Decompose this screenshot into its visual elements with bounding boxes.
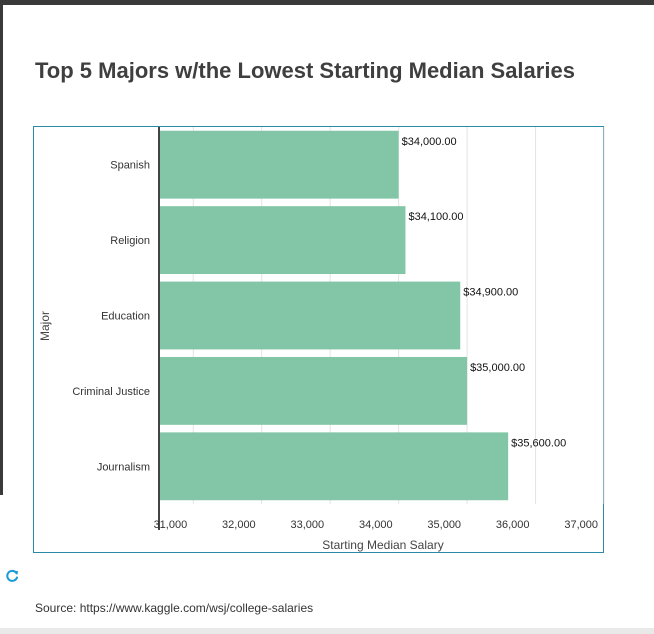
bar	[160, 130, 399, 199]
x-tick-label: 31,000	[154, 519, 188, 531]
top-border	[0, 0, 654, 5]
data-label: $35,600.00	[511, 437, 566, 449]
data-label: $34,900.00	[463, 287, 518, 299]
x-axis-title: Starting Median Salary	[322, 538, 443, 552]
x-tick-label: 37,000	[564, 519, 598, 531]
bar	[160, 206, 406, 275]
data-label: $34,000.00	[402, 136, 457, 148]
bar-chart: $34,000.00 Spanish $34,100.00 Religion $34,9…	[38, 127, 605, 552]
bottom-band	[0, 628, 654, 634]
data-label: $34,100.00	[408, 211, 463, 223]
bar	[160, 281, 461, 350]
x-tick-label: 36,000	[496, 519, 530, 531]
x-tick-label: 33,000	[290, 519, 324, 531]
category-label: Religion	[110, 235, 150, 247]
chart-title: Top 5 Majors w/the Lowest Starting Media…	[35, 58, 575, 83]
left-border	[0, 0, 3, 495]
chart-frame: $34,000.00 Spanish $34,100.00 Religion $34,9…	[33, 126, 605, 553]
data-label: $35,000.00	[470, 362, 525, 374]
x-tick-label: 35,000	[427, 519, 461, 531]
y-axis-title: Major	[38, 311, 52, 341]
category-label: Journalism	[97, 461, 150, 473]
category-label: Spanish	[110, 160, 150, 172]
source-note: Source: https://www.kaggle.com/wsj/colle…	[35, 601, 314, 615]
bar	[160, 432, 509, 501]
refresh-icon[interactable]	[5, 569, 19, 583]
x-tick-label: 34,000	[359, 519, 393, 531]
category-label: Criminal Justice	[72, 386, 150, 398]
x-tick-label: 32,000	[222, 519, 256, 531]
category-label: Education	[101, 311, 150, 323]
bar	[160, 356, 468, 425]
